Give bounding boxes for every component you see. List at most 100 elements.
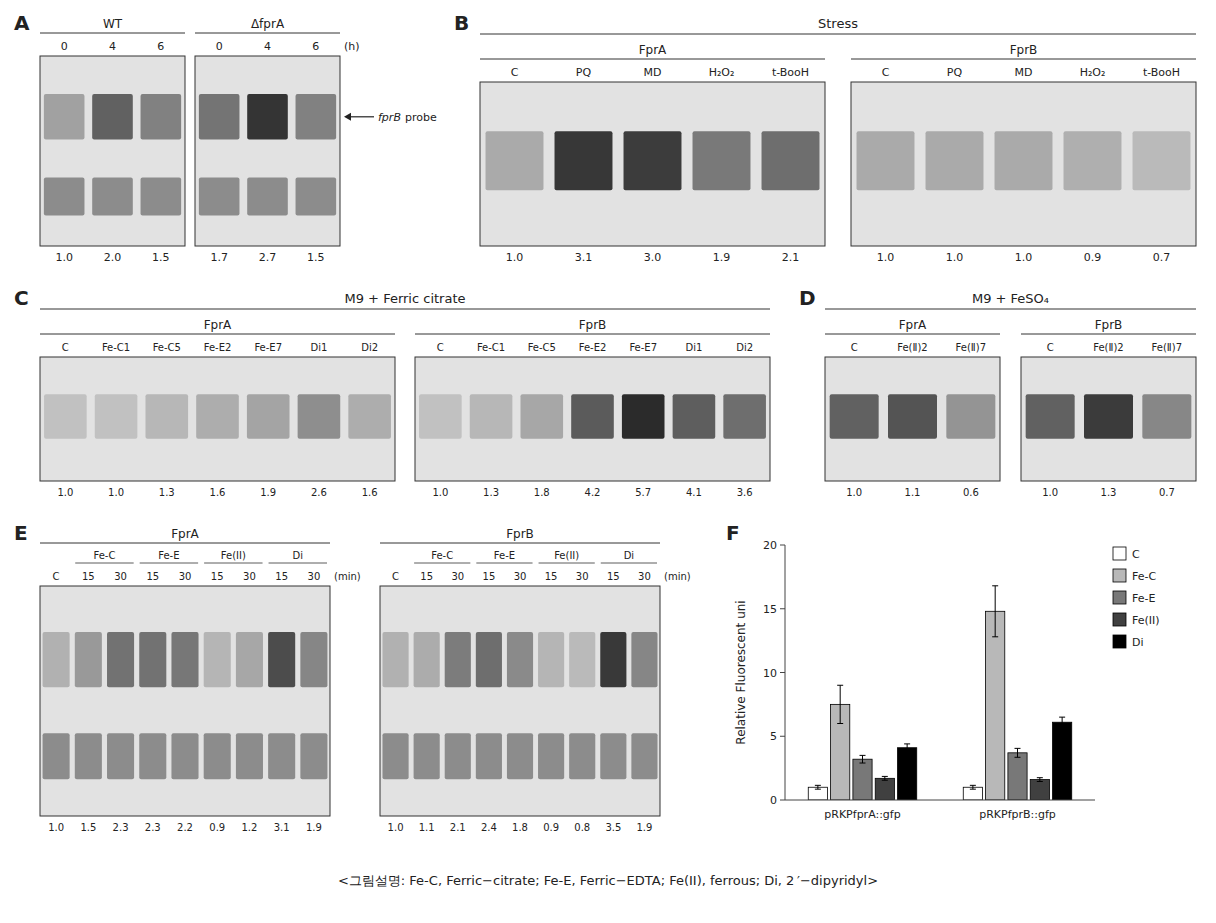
y-tick-label: 0 xyxy=(770,794,777,807)
series-rule xyxy=(380,543,660,544)
title-rule xyxy=(480,34,1196,35)
legend-label: Fe-E xyxy=(1132,592,1155,605)
series-rule xyxy=(825,334,1000,335)
lane-label: C xyxy=(437,342,444,353)
band xyxy=(571,394,614,439)
error-bar xyxy=(1015,748,1021,757)
lane-label: Di2 xyxy=(361,342,378,353)
band xyxy=(762,131,820,190)
loading-control xyxy=(300,733,327,779)
lane-label: 15 xyxy=(82,571,95,582)
loading-control xyxy=(204,733,231,779)
error-bar xyxy=(837,685,843,723)
lane-label: Fe(Ⅱ)7 xyxy=(1152,342,1182,353)
gel xyxy=(825,357,1000,481)
data-label: 1.0 xyxy=(1015,251,1033,264)
data-label: 0.9 xyxy=(1084,251,1102,264)
panel-label: B xyxy=(454,11,469,35)
x-axis xyxy=(785,800,1095,801)
data-label: 0.9 xyxy=(543,822,559,833)
lane-label: C xyxy=(53,571,60,582)
panel-label: A xyxy=(14,11,30,35)
data-label: 2.4 xyxy=(481,822,497,833)
lane-label: 30 xyxy=(576,571,589,582)
gel xyxy=(40,56,185,246)
data-label: 1.8 xyxy=(534,487,550,498)
title-rule xyxy=(825,309,1196,310)
error-bar xyxy=(904,744,910,752)
bar xyxy=(898,748,917,800)
group-rule xyxy=(476,563,532,564)
error-bar xyxy=(1059,717,1065,727)
series-rule xyxy=(480,59,825,60)
series-title: FprA xyxy=(899,318,927,332)
band xyxy=(445,632,471,687)
band xyxy=(199,94,240,140)
series-rule xyxy=(40,543,330,544)
series-title: FprA xyxy=(171,527,199,541)
data-label: 0.9 xyxy=(209,822,225,833)
lane-label: C xyxy=(882,66,890,79)
gel xyxy=(1021,357,1196,481)
data-label: 1.3 xyxy=(1101,487,1117,498)
band xyxy=(382,632,408,687)
lane-label: Di2 xyxy=(736,342,753,353)
band xyxy=(268,632,295,687)
y-axis-label: Relative Fluorescent uni xyxy=(734,600,748,744)
lane-label: PQ xyxy=(947,66,963,79)
data-label: 1.0 xyxy=(846,487,862,498)
group-label: Fe-E xyxy=(158,550,179,561)
group-rule xyxy=(601,563,657,564)
band xyxy=(673,394,716,439)
legend-swatch xyxy=(1113,569,1126,582)
panel-label: D xyxy=(799,286,816,310)
error-bar xyxy=(970,785,976,789)
lane-label: Fe(Ⅱ)2 xyxy=(897,342,927,353)
lane-label: 15 xyxy=(483,571,496,582)
band xyxy=(926,131,984,190)
band xyxy=(204,632,231,687)
gel-panel: DM9 + FeSO₄FprAFprBCFe(Ⅱ)2Fe(Ⅱ)7CFe(Ⅱ)2F… xyxy=(799,286,1196,498)
loading-control xyxy=(445,733,471,779)
lane-label: 6 xyxy=(157,40,164,53)
band xyxy=(92,94,133,140)
data-label: 1.0 xyxy=(877,251,895,264)
series-title: FprB xyxy=(506,527,534,541)
lane-label: C xyxy=(851,342,858,353)
lane-label: 0 xyxy=(216,40,223,53)
panel-title: M9 + Ferric citrate xyxy=(344,291,465,306)
figure: AWTΔfprA046046(h)1.02.01.51.72.71.5fprBp… xyxy=(0,0,1216,923)
data-label: 4.2 xyxy=(585,487,601,498)
lane-label: 15 xyxy=(211,571,224,582)
group-label: Di xyxy=(293,550,303,561)
band xyxy=(296,94,337,140)
band xyxy=(600,632,626,687)
bar xyxy=(1053,722,1072,800)
band xyxy=(95,394,138,439)
band xyxy=(107,632,134,687)
data-label: 2.7 xyxy=(259,251,277,264)
lane-label: 30 xyxy=(114,571,127,582)
data-label: 2.2 xyxy=(177,822,193,833)
legend-label: C xyxy=(1132,548,1140,561)
y-tick-label: 5 xyxy=(770,730,777,743)
lane-label: Di1 xyxy=(311,342,328,353)
legend-swatch xyxy=(1113,635,1126,648)
title-rule xyxy=(40,309,770,310)
error-bar xyxy=(992,586,998,637)
group-rule xyxy=(140,563,198,564)
gel-panel: CM9 + Ferric citrateFprAFprBCFe-C1Fe-C5F… xyxy=(14,286,770,498)
band xyxy=(44,394,87,439)
lane-label: 4 xyxy=(264,40,271,53)
lane-label: t-BooH xyxy=(1143,66,1180,79)
panel-title: Stress xyxy=(818,16,858,31)
gel xyxy=(480,82,825,246)
data-label: 1.5 xyxy=(80,822,96,833)
x-tick-label: pRKPfprB::gfp xyxy=(979,808,1056,821)
lane-label: 15 xyxy=(545,571,558,582)
panel-label: C xyxy=(14,286,29,310)
band xyxy=(857,131,915,190)
legend-swatch xyxy=(1113,547,1126,560)
data-label: 1.1 xyxy=(905,487,921,498)
loading-control xyxy=(107,733,134,779)
